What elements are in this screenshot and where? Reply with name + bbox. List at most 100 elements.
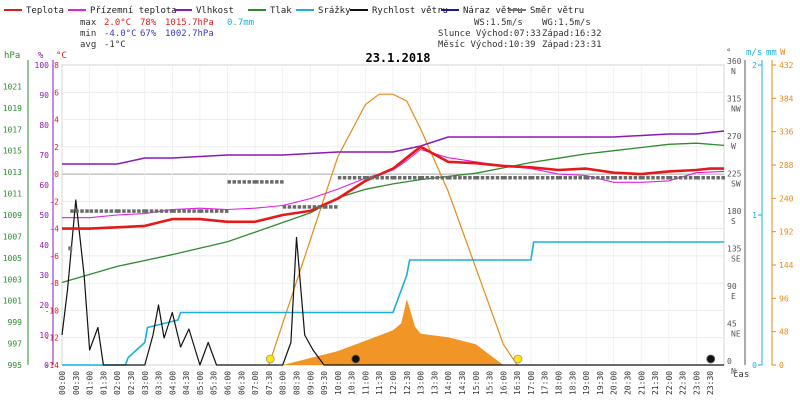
info-ws: WS:1.5m/s — [474, 18, 523, 28]
hum-tick-label: 10 — [39, 331, 49, 340]
ms-tick-label: 0 — [752, 361, 757, 370]
wind-direction-point — [127, 209, 131, 213]
dir-tick-label: 180 — [727, 207, 742, 216]
time-tick-label: 20:30 — [623, 371, 632, 395]
time-tick-label: 00:30 — [72, 371, 81, 395]
stats-block: max min avg 2.0°C -4.0°C -1°C 78% 67% 10… — [80, 18, 254, 50]
legend-label: Teplota — [26, 6, 64, 16]
info-moon-set: Západ:23:31 — [542, 40, 602, 50]
info-moon-rise: Měsíc Východ:10:39 — [438, 40, 536, 50]
wind-direction-point — [530, 176, 535, 180]
w-tick-label: 336 — [779, 128, 794, 137]
wind-direction-point — [558, 176, 562, 180]
wind-direction-point — [430, 176, 435, 180]
hum-tick-label: 20 — [39, 301, 49, 310]
time-tick-label: 18:00 — [555, 371, 564, 395]
wind-direction-point — [352, 176, 357, 180]
wind-direction-point — [149, 209, 154, 213]
wind-direction-point — [260, 180, 264, 184]
time-tick-label: 08:00 — [279, 371, 288, 395]
time-tick-label: 17:00 — [527, 371, 536, 395]
wind-direction-point — [114, 209, 119, 213]
time-tick-label: 23:30 — [706, 371, 715, 395]
wind-direction-point — [638, 176, 643, 180]
legend-label: Přízemní teplota — [90, 6, 177, 16]
time-tick-label: 13:00 — [417, 371, 426, 395]
wind-direction-point — [317, 205, 322, 209]
hum-tick-label: 50 — [39, 211, 49, 220]
plot-markers — [68, 176, 725, 364]
pres-tick-label: 1011 — [3, 190, 22, 199]
dir-tick-label: 135 — [727, 245, 742, 254]
wind-direction-point — [329, 205, 333, 209]
wind-direction-point — [721, 176, 725, 180]
temp-tick-label: -4 — [49, 225, 59, 234]
wind-direction-point — [468, 176, 472, 180]
wind-direction-point — [164, 209, 169, 213]
wind-direction-point — [214, 209, 219, 213]
dir-tick-name: NW — [731, 105, 741, 114]
wind-direction-point — [445, 176, 450, 180]
time-tick-label: 12:30 — [403, 371, 412, 395]
dir-tick-label: 0 — [727, 357, 732, 366]
dir-tick-name: N — [731, 367, 736, 376]
wind-direction-point — [518, 176, 522, 180]
wind-direction-point — [683, 176, 688, 180]
wind-direction-point — [362, 176, 367, 180]
stat-label-max: max — [80, 18, 97, 28]
info-sun-set: Západ:16:32 — [542, 29, 602, 39]
wind-direction-point — [302, 205, 307, 209]
dir-tick-name: SW — [731, 180, 741, 189]
info-wg: WG:1.5m/s — [542, 18, 591, 28]
wind-direction-point — [197, 209, 201, 213]
time-tick-label: 06:00 — [224, 371, 233, 395]
legend-label: Tlak — [270, 6, 292, 16]
wind-direction-point — [375, 176, 379, 180]
time-tick-label: 14:30 — [458, 371, 467, 395]
wind-direction-point — [227, 180, 231, 184]
wind-direction-point — [613, 176, 618, 180]
wind-direction-point — [463, 176, 467, 180]
wind-direction-point — [563, 176, 567, 180]
wind-direction-point — [508, 176, 512, 180]
wind-direction-point — [706, 176, 710, 180]
stat-temp-max: 2.0°C — [104, 18, 131, 28]
time-tick-label: 10:30 — [348, 371, 357, 395]
wind-direction-point — [255, 180, 259, 184]
temp-tick-label: 4 — [54, 116, 59, 125]
w-tick-label: 0 — [779, 361, 784, 370]
pres-tick-label: 1019 — [3, 104, 22, 113]
stat-pres-min: 1002.7hPa — [165, 29, 214, 39]
stat-temp-avg: -1°C — [104, 40, 126, 50]
wind-direction-point — [408, 176, 412, 180]
wind-direction-point — [104, 209, 109, 213]
wind-direction-point — [70, 209, 74, 213]
pres-tick-label: 995 — [8, 361, 23, 370]
time-tick-label: 14:00 — [444, 371, 453, 395]
legend-label: Směr větru — [530, 6, 584, 16]
dir-tick-name: W — [731, 142, 736, 151]
wind-speed-line — [61, 199, 724, 366]
time-tick-label: 01:30 — [99, 371, 108, 395]
w-tick-label: 192 — [779, 228, 794, 237]
wind-direction-point — [224, 209, 229, 213]
wind-direction-point — [232, 180, 236, 184]
wind-direction-point — [523, 176, 527, 180]
stat-label-avg: avg — [80, 40, 96, 50]
wind-direction-point — [503, 176, 507, 180]
legend-label: Rychlost větru — [372, 6, 448, 16]
wind-direction-point — [403, 176, 407, 180]
wind-direction-point — [480, 176, 485, 180]
hum-tick-label: 100 — [35, 61, 50, 70]
time-tick-label: 15:00 — [472, 371, 481, 395]
wind-direction-point — [623, 176, 628, 180]
w-tick-label: 240 — [779, 194, 794, 203]
stat-hum-max: 78% — [140, 18, 157, 28]
wind-direction-point — [413, 176, 417, 180]
wind-direction-point — [535, 176, 540, 180]
wind-direction-point — [280, 180, 284, 184]
moon-marker — [351, 354, 361, 364]
wind-direction-point — [80, 209, 84, 213]
wind-direction-point — [673, 176, 678, 180]
